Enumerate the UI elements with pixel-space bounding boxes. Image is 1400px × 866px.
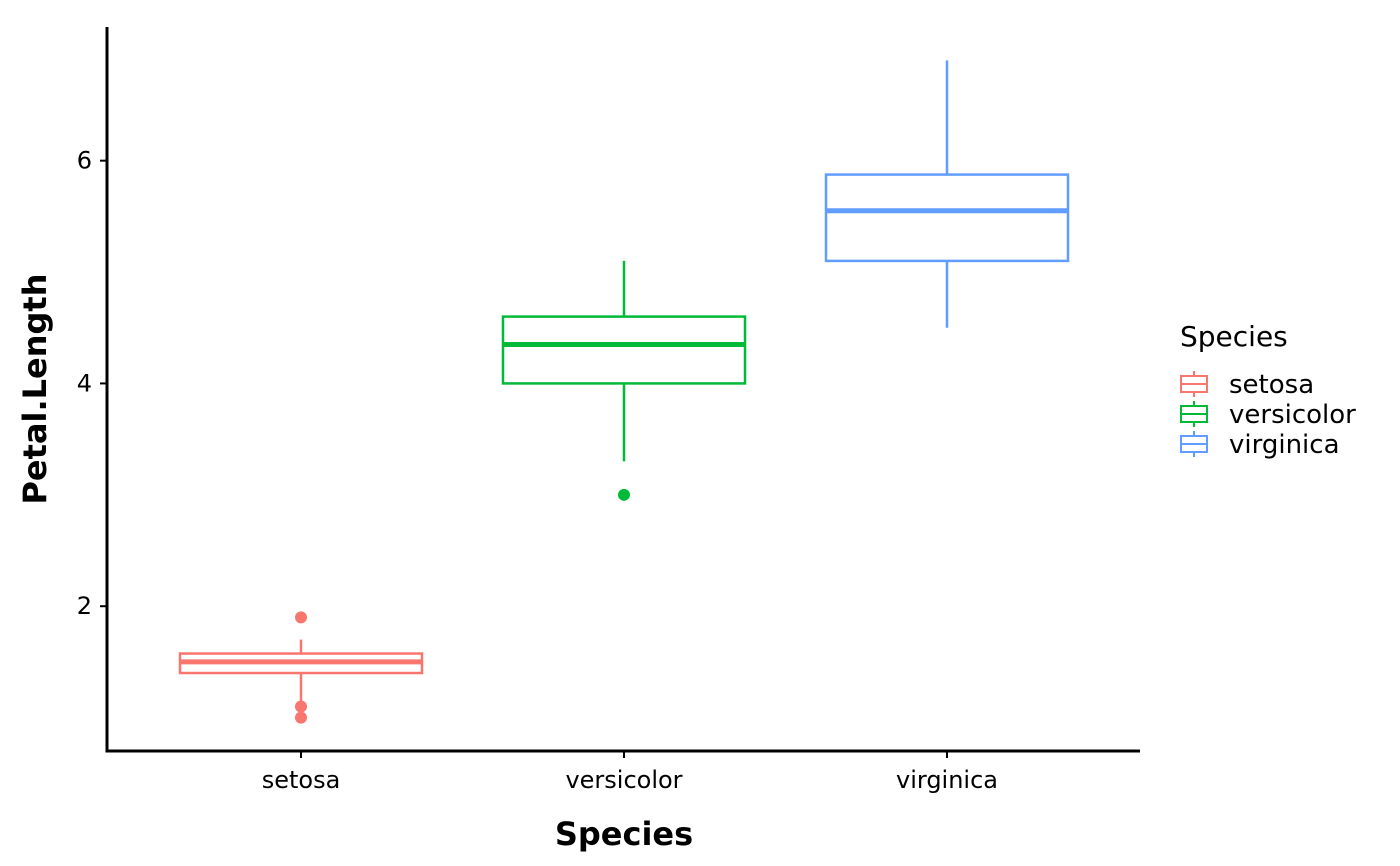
iqr-box bbox=[824, 173, 1070, 263]
legend-key-icon bbox=[1180, 401, 1208, 427]
boxes-layer bbox=[178, 60, 1070, 724]
legend-label: virginica bbox=[1229, 430, 1340, 460]
legend-label: versicolor bbox=[1229, 400, 1356, 430]
box-versicolor bbox=[501, 260, 747, 501]
legend-item-virginica: virginica bbox=[1180, 430, 1340, 460]
outlier-point bbox=[295, 700, 307, 713]
y-tick-label: 2 bbox=[77, 592, 92, 620]
legend-key-icon bbox=[1180, 371, 1208, 397]
y-ticks: 2 4 6 bbox=[77, 147, 107, 620]
legend-label: setosa bbox=[1229, 370, 1314, 400]
x-tick-label: versicolor bbox=[565, 766, 682, 794]
box-setosa bbox=[178, 611, 424, 724]
x-ticks: setosa versicolor virginica bbox=[262, 751, 998, 794]
x-axis-title: Species bbox=[555, 815, 693, 853]
x-tick-label: setosa bbox=[262, 766, 341, 794]
y-tick-label: 6 bbox=[77, 147, 92, 175]
outlier-point bbox=[295, 711, 307, 724]
legend-title: Species bbox=[1180, 320, 1288, 353]
legend-item-setosa: setosa bbox=[1180, 370, 1314, 400]
box-virginica bbox=[824, 60, 1070, 328]
x-tick-label: virginica bbox=[896, 766, 998, 794]
iqr-box bbox=[501, 315, 747, 385]
y-tick-label: 4 bbox=[77, 369, 92, 397]
outlier-point bbox=[295, 611, 307, 624]
y-axis-title: Petal.Length bbox=[16, 273, 54, 504]
outlier-point bbox=[618, 488, 630, 501]
legend-item-versicolor: versicolor bbox=[1180, 400, 1356, 430]
legend-key-icon bbox=[1180, 431, 1208, 457]
